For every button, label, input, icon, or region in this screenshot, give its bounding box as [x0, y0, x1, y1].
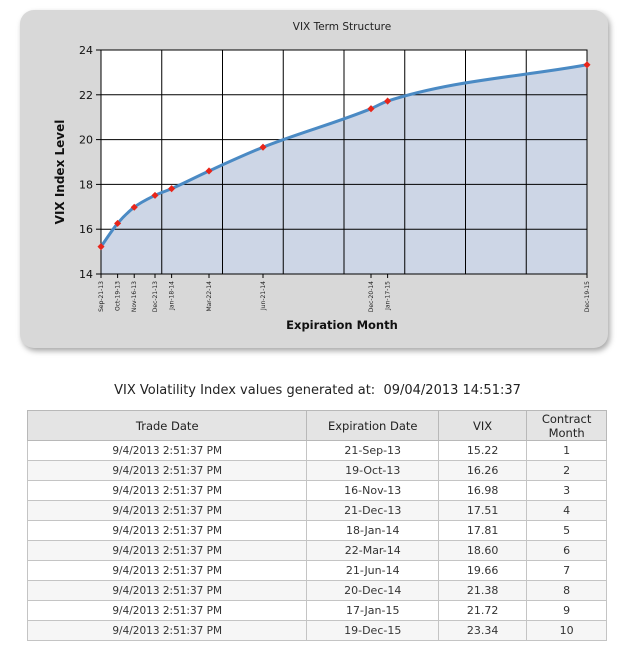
data-point-marker [259, 143, 267, 151]
data-point-marker [114, 219, 122, 227]
y-tick-label: 22 [79, 89, 93, 102]
expiration-date-cell: 22-Mar-14 [306, 540, 440, 561]
data-point-marker [583, 61, 591, 69]
contract-month-cell: 5 [526, 520, 607, 541]
contract-month-cell: 10 [526, 620, 607, 641]
expiration-date-cell: 19-Oct-13 [306, 460, 440, 481]
y-tick-label: 16 [79, 223, 93, 236]
contract-month-cell: 3 [526, 480, 607, 501]
data-point-marker [168, 185, 176, 193]
table-row: 9/4/2013 2:51:37 PM 21-Sep-13 15.22 1 [26, 440, 607, 461]
y-tick-label: 14 [79, 268, 93, 281]
data-point-marker [97, 243, 105, 251]
expiration-date-cell: 20-Dec-14 [306, 580, 440, 601]
vix-cell: 21.72 [438, 600, 528, 621]
vix-cell: 19.66 [438, 560, 528, 581]
vix-cell: 16.26 [438, 460, 528, 481]
contract-month-cell: 7 [526, 560, 607, 581]
vix-cell: 15.22 [438, 440, 528, 461]
x-tick-label: Oct-19-13 [115, 281, 122, 311]
trade-date-cell: 9/4/2013 2:51:37 PM [26, 580, 308, 601]
header-vix: VIX [438, 410, 528, 441]
expiration-date-cell: 21-Jun-14 [306, 560, 440, 581]
trade-date-cell: 9/4/2013 2:51:37 PM [26, 460, 308, 481]
expiration-date-cell: 19-Dec-15 [306, 620, 440, 641]
y-axis-label: VIX Index Level [53, 120, 67, 225]
caption-prefix: VIX Volatility Index values generated at… [114, 383, 376, 398]
contract-month-cell: 9 [526, 600, 607, 621]
table-header-row: Trade Date Expiration Date VIX Contract … [26, 410, 607, 441]
plot-frame [100, 49, 588, 275]
trade-date-cell: 9/4/2013 2:51:37 PM [26, 560, 308, 581]
table-row: 9/4/2013 2:51:37 PM 17-Jan-15 21.72 9 [26, 600, 607, 621]
contract-month-cell: 8 [526, 580, 607, 601]
table-row: 9/4/2013 2:51:37 PM 20-Dec-14 21.38 8 [26, 580, 607, 601]
trade-date-cell: 9/4/2013 2:51:37 PM [26, 600, 308, 621]
x-axis-label: Expiration Month [286, 318, 398, 332]
header-contract-month: Contract Month [526, 410, 607, 441]
table-row: 9/4/2013 2:51:37 PM 22-Mar-14 18.60 6 [26, 540, 607, 561]
x-tick-label: Sep-21-13 [98, 281, 105, 312]
expiration-date-cell: 18-Jan-14 [306, 520, 440, 541]
vix-cell: 23.34 [438, 620, 528, 641]
vix-cell: 16.98 [438, 480, 528, 501]
x-tick-label: Jun-21-14 [260, 281, 267, 311]
x-tick-label: Dec-20-14 [368, 281, 375, 312]
trade-date-cell: 9/4/2013 2:51:37 PM [26, 440, 308, 461]
table-row: 9/4/2013 2:51:37 PM 18-Jan-14 17.81 5 [26, 520, 607, 541]
x-tick-label: Mar-22-14 [206, 281, 213, 312]
expiration-date-cell: 21-Sep-13 [306, 440, 440, 461]
generated-caption: VIX Volatility Index values generated at… [0, 383, 635, 398]
expiration-date-cell: 17-Jan-15 [306, 600, 440, 621]
table-row: 9/4/2013 2:51:37 PM 16-Nov-13 16.98 3 [26, 480, 607, 501]
trade-date-cell: 9/4/2013 2:51:37 PM [26, 520, 308, 541]
data-point-marker [205, 167, 213, 175]
vix-cell: 17.81 [438, 520, 528, 541]
header-expiration-date: Expiration Date [306, 410, 440, 441]
x-tick-label: Dec-19-15 [584, 281, 591, 312]
trade-date-cell: 9/4/2013 2:51:37 PM [26, 540, 308, 561]
vix-cell: 17.51 [438, 500, 528, 521]
vix-values-table: Trade Date Expiration Date VIX Contract … [26, 410, 607, 641]
contract-month-cell: 4 [526, 500, 607, 521]
contract-month-cell: 6 [526, 540, 607, 561]
data-point-marker [367, 105, 375, 113]
vix-cell: 21.38 [438, 580, 528, 601]
table-row: 9/4/2013 2:51:37 PM 21-Dec-13 17.51 4 [26, 500, 607, 521]
y-tick-label: 18 [79, 178, 93, 191]
x-tick-label: Dec-21-13 [152, 281, 159, 312]
contract-month-cell: 2 [526, 460, 607, 481]
table-row: 9/4/2013 2:51:37 PM 19-Dec-15 23.34 10 [26, 620, 607, 641]
data-point-marker [384, 97, 392, 105]
y-tick-label: 20 [79, 134, 93, 147]
x-tick-label: Jan-17-15 [385, 281, 392, 311]
data-point-marker [130, 203, 138, 211]
data-point-marker [151, 191, 159, 199]
expiration-date-cell: 21-Dec-13 [306, 500, 440, 521]
chart-title: VIX Term Structure [293, 21, 391, 33]
caption-timestamp: 09/04/2013 14:51:37 [383, 383, 521, 398]
x-tick-label: Jan-18-14 [169, 281, 176, 311]
trade-date-cell: 9/4/2013 2:51:37 PM [26, 620, 308, 641]
trade-date-cell: 9/4/2013 2:51:37 PM [26, 500, 308, 521]
header-trade-date: Trade Date [26, 410, 308, 441]
y-tick-label: 24 [79, 44, 93, 57]
expiration-date-cell: 16-Nov-13 [306, 480, 440, 501]
table-row: 9/4/2013 2:51:37 PM 21-Jun-14 19.66 7 [26, 560, 607, 581]
vix-cell: 18.60 [438, 540, 528, 561]
x-tick-label: Nov-16-13 [131, 281, 138, 312]
table-row: 9/4/2013 2:51:37 PM 19-Oct-13 16.26 2 [26, 460, 607, 481]
chart-panel: VIX Term Structure VIX Index Level Expir… [20, 10, 608, 348]
vix-term-structure-chart: VIX Term Structure VIX Index Level Expir… [53, 21, 591, 332]
trade-date-cell: 9/4/2013 2:51:37 PM [26, 480, 308, 501]
contract-month-cell: 1 [526, 440, 607, 461]
